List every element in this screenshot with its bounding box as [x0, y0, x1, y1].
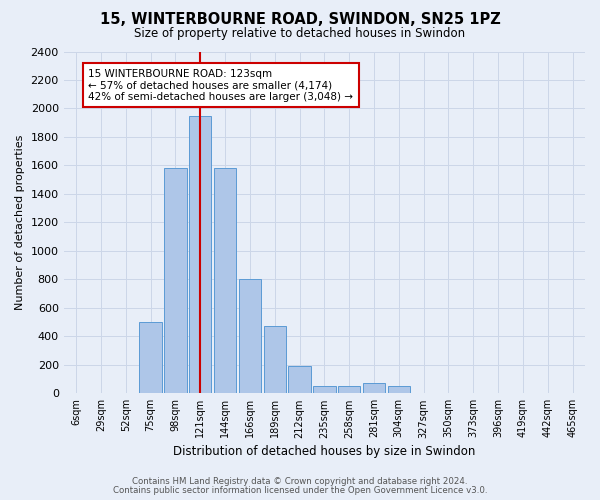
- Text: Contains HM Land Registry data © Crown copyright and database right 2024.: Contains HM Land Registry data © Crown c…: [132, 477, 468, 486]
- Bar: [289, 366, 311, 394]
- Bar: [164, 168, 187, 394]
- X-axis label: Distribution of detached houses by size in Swindon: Distribution of detached houses by size …: [173, 444, 476, 458]
- Bar: [338, 386, 361, 394]
- Bar: [239, 280, 261, 394]
- Bar: [313, 386, 335, 394]
- Bar: [214, 168, 236, 394]
- Text: 15, WINTERBOURNE ROAD, SWINDON, SN25 1PZ: 15, WINTERBOURNE ROAD, SWINDON, SN25 1PZ: [100, 12, 500, 28]
- Bar: [388, 386, 410, 394]
- Bar: [189, 116, 211, 394]
- Bar: [363, 384, 385, 394]
- Text: 15 WINTERBOURNE ROAD: 123sqm
← 57% of detached houses are smaller (4,174)
42% of: 15 WINTERBOURNE ROAD: 123sqm ← 57% of de…: [88, 68, 353, 102]
- Text: Contains public sector information licensed under the Open Government Licence v3: Contains public sector information licen…: [113, 486, 487, 495]
- Bar: [139, 322, 162, 394]
- Y-axis label: Number of detached properties: Number of detached properties: [15, 134, 25, 310]
- Text: Size of property relative to detached houses in Swindon: Size of property relative to detached ho…: [134, 28, 466, 40]
- Bar: [263, 326, 286, 394]
